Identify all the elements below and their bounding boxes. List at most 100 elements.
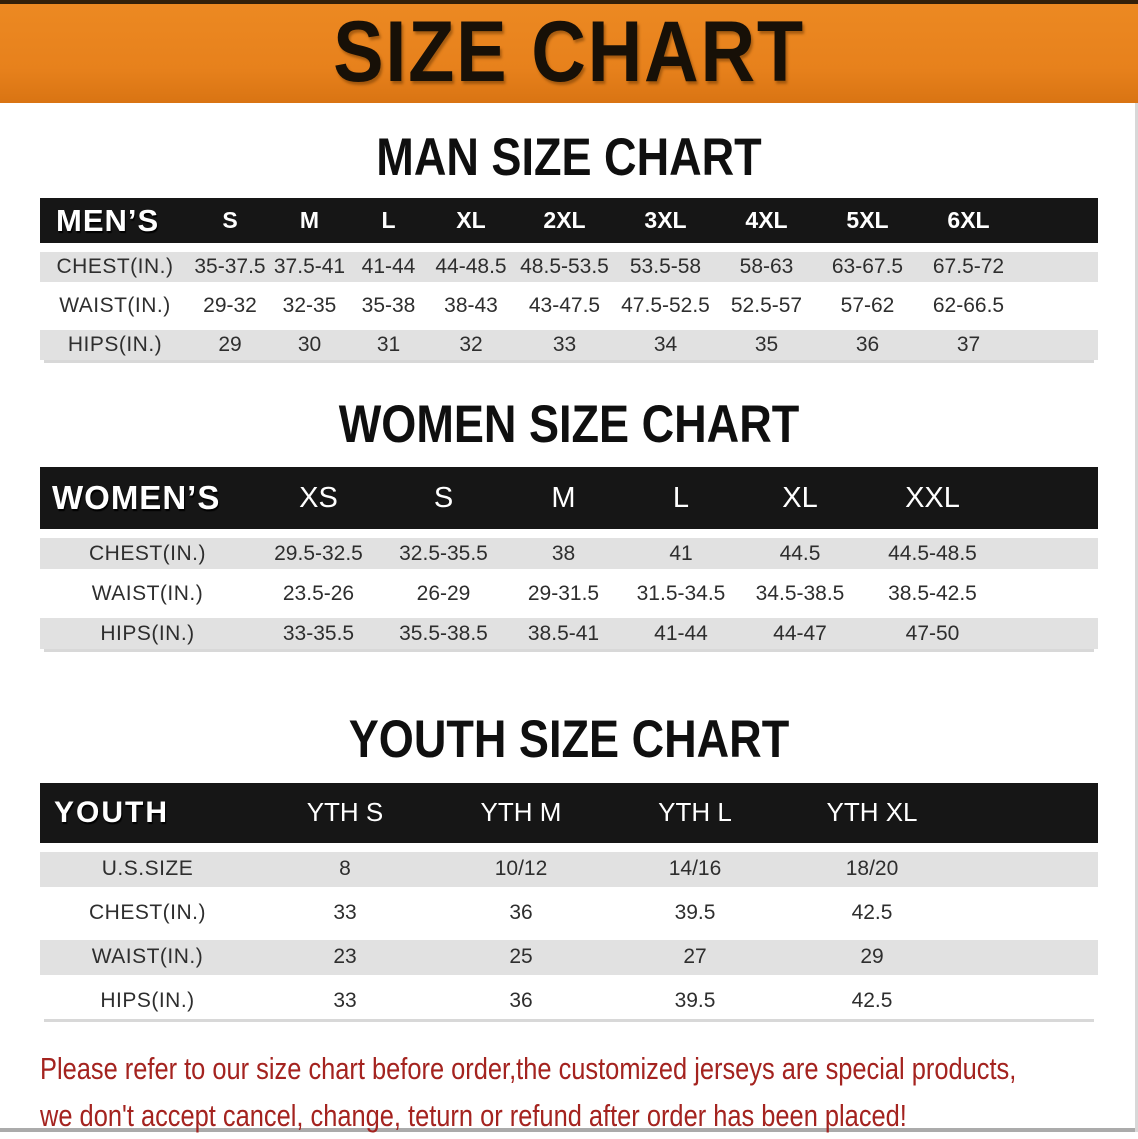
row-label: U.S.SIZE	[40, 842, 255, 892]
header-row: YOUTH YTH S YTH M YTH L YTH XL	[40, 782, 1098, 848]
table-row: HIPS(IN.) 29 30 31 32 33 34 35 36 37	[40, 321, 1098, 361]
column-header: S	[190, 198, 270, 248]
header-row: MEN’S S M L XL 2XL 3XL 4XL 5XL 6XL	[40, 198, 1098, 248]
row-label: CHEST(IN.)	[40, 243, 190, 287]
cell-value: 29	[783, 930, 961, 980]
row-spacer	[961, 842, 1098, 892]
cell-value: 26-29	[382, 569, 505, 614]
cell-value: 67.5-72	[918, 243, 1019, 287]
column-header: YTH M	[435, 782, 607, 848]
column-header: XXL	[860, 467, 1005, 534]
row-spacer	[961, 930, 1098, 980]
column-header: M	[505, 467, 622, 534]
column-header: XS	[255, 467, 382, 534]
cell-value: 36	[817, 321, 918, 361]
women-size-chart-heading: WOMEN SIZE CHART	[338, 395, 800, 455]
table-row: WAIST(IN.) 29-32 32-35 35-38 38-43 43-47.5 47.…	[40, 282, 1098, 326]
cell-value: 34.5-38.5	[740, 569, 860, 614]
banner: SIZE CHART	[0, 0, 1138, 103]
column-header: XL	[740, 467, 860, 534]
banner-title: SIZE CHART	[333, 4, 805, 100]
cell-value: 47.5-52.5	[615, 282, 716, 326]
cell-value: 36	[435, 886, 607, 936]
row-spacer	[961, 886, 1098, 936]
cell-value: 10/12	[435, 842, 607, 892]
cell-value: 52.5-57	[716, 282, 817, 326]
header-spacer	[1005, 467, 1098, 534]
cell-value: 18/20	[783, 842, 961, 892]
table-row: WAIST(IN.) 23.5-26 26-29 29-31.5 31.5-34.5 34…	[40, 569, 1098, 614]
cell-value: 62-66.5	[918, 282, 1019, 326]
cell-value: 63-67.5	[817, 243, 918, 287]
row-label: HIPS(IN.)	[40, 974, 255, 1019]
cell-value: 14/16	[607, 842, 783, 892]
cell-value: 44.5-48.5	[860, 529, 1005, 574]
column-header: 2XL	[514, 198, 615, 248]
cell-value: 35.5-38.5	[382, 609, 505, 650]
column-header: S	[382, 467, 505, 534]
cell-value: 30	[270, 321, 349, 361]
cell-value: 42.5	[783, 886, 961, 936]
footer-note-line2: we don't accept cancel, change, teturn o…	[40, 1097, 907, 1133]
cell-value: 31.5-34.5	[622, 569, 740, 614]
cell-value: 29-31.5	[505, 569, 622, 614]
table-corner-label: YOUTH	[40, 782, 255, 848]
header-spacer	[1019, 198, 1098, 248]
cell-value: 25	[435, 930, 607, 980]
cell-value: 35-37.5	[190, 243, 270, 287]
men-size-table: MEN’S S M L XL 2XL 3XL 4XL 5XL 6XL CHEST(IN.) 35-3…	[40, 198, 1098, 361]
women-size-table: WOMEN’S XS S M L XL XXL CHEST(IN.) 29.5-32.5 32.…	[40, 467, 1098, 650]
row-label: HIPS(IN.)	[40, 609, 255, 650]
cell-value: 37	[918, 321, 1019, 361]
cell-value: 41	[622, 529, 740, 574]
column-header: 5XL	[817, 198, 918, 248]
table-corner-label: WOMEN’S	[40, 467, 255, 534]
women-section: WOMEN SIZE CHART WOMEN’S XS S M L XL XXL CHEST…	[0, 395, 1138, 650]
cell-value: 32.5-35.5	[382, 529, 505, 574]
cell-value: 8	[255, 842, 435, 892]
cell-value: 31	[349, 321, 428, 361]
cell-value: 29.5-32.5	[255, 529, 382, 574]
column-header: L	[622, 467, 740, 534]
cell-value: 47-50	[860, 609, 1005, 650]
cell-value: 39.5	[607, 886, 783, 936]
footer-note: Please refer to our size chart before or…	[40, 1045, 1138, 1139]
cell-value: 33	[255, 974, 435, 1019]
cell-value: 44-47	[740, 609, 860, 650]
row-spacer	[1019, 321, 1098, 361]
cell-value: 32	[428, 321, 514, 361]
table-row: HIPS(IN.) 33 36 39.5 42.5	[40, 974, 1098, 1019]
row-spacer	[1019, 243, 1098, 287]
cell-value: 44.5	[740, 529, 860, 574]
column-header: 3XL	[615, 198, 716, 248]
column-header: XL	[428, 198, 514, 248]
row-label: WAIST(IN.)	[40, 930, 255, 980]
table-row: WAIST(IN.) 23 25 27 29	[40, 930, 1098, 980]
men-section: MAN SIZE CHART MEN’S S M L XL 2XL 3XL 4XL 5XL 6XL…	[0, 129, 1138, 361]
cell-value: 35-38	[349, 282, 428, 326]
cell-value: 39.5	[607, 974, 783, 1019]
column-header: 4XL	[716, 198, 817, 248]
cell-value: 33	[514, 321, 615, 361]
cell-value: 57-62	[817, 282, 918, 326]
cell-value: 23.5-26	[255, 569, 382, 614]
cell-value: 29-32	[190, 282, 270, 326]
table-row: U.S.SIZE 8 10/12 14/16 18/20	[40, 842, 1098, 892]
cell-value: 34	[615, 321, 716, 361]
footer-note-line1: Please refer to our size chart before or…	[40, 1050, 1017, 1086]
table-row: CHEST(IN.) 29.5-32.5 32.5-35.5 38 41 44.5 44.5…	[40, 529, 1098, 574]
column-header: YTH L	[607, 782, 783, 848]
cell-value: 37.5-41	[270, 243, 349, 287]
cell-value: 23	[255, 930, 435, 980]
cell-value: 35	[716, 321, 817, 361]
cell-value: 42.5	[783, 974, 961, 1019]
table-corner-label: MEN’S	[40, 198, 190, 248]
cell-value: 43-47.5	[514, 282, 615, 326]
header-spacer	[961, 782, 1098, 848]
row-spacer	[1005, 529, 1098, 574]
youth-section: YOUTH SIZE CHART YOUTH YTH S YTH M YTH L YTH…	[0, 711, 1138, 1019]
cell-value: 29	[190, 321, 270, 361]
column-header: M	[270, 198, 349, 248]
cell-value: 32-35	[270, 282, 349, 326]
